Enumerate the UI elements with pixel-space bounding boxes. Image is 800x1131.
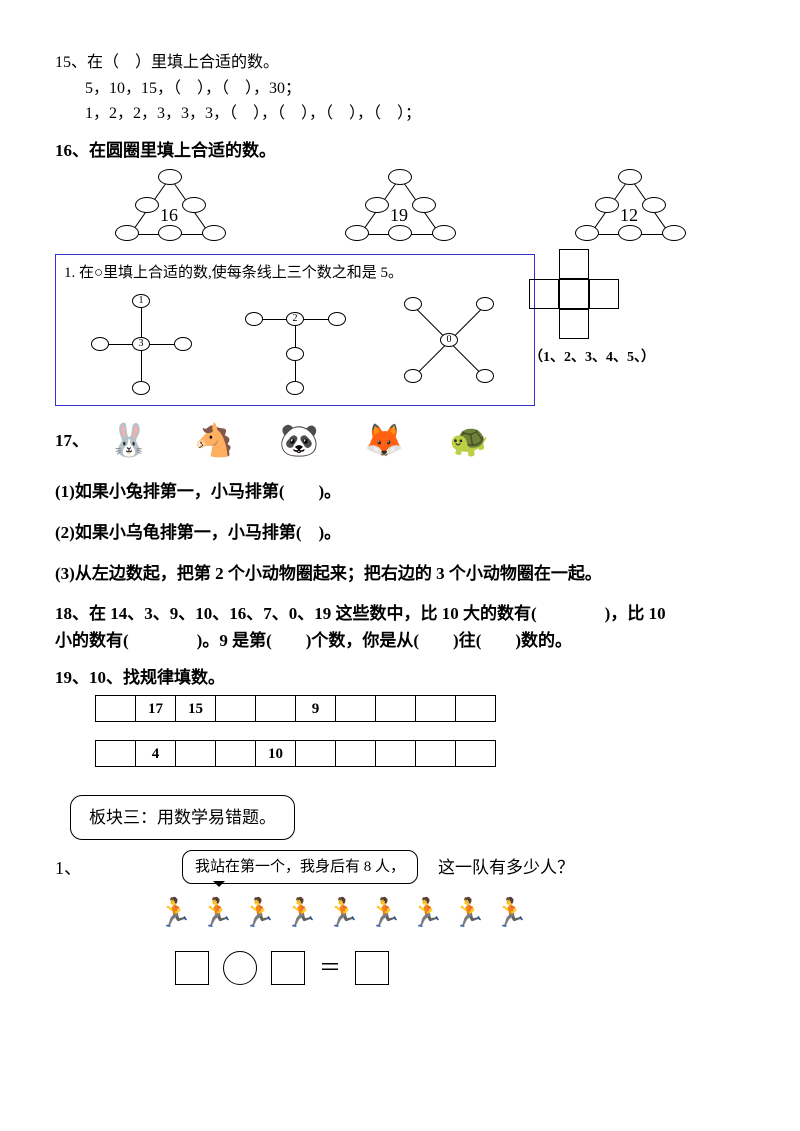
- seq-cell: [96, 741, 136, 767]
- sum-shape-t: 2: [240, 289, 350, 399]
- sum-shape-plus: 1 3: [86, 289, 196, 399]
- seq-cell: [216, 696, 256, 722]
- sum-shape-x: 0: [394, 289, 504, 399]
- q15-seq2: 1，2，2，3，3，3，（ ），（ ），（ ），（ ）；: [55, 101, 745, 127]
- triangles-row: 16 19 12: [55, 169, 745, 249]
- question-17: 17、 🐰 🐴 🐼 🦊 🐢 (1)如果小兔排第一，小马排第( )。 (2)如果小…: [55, 416, 745, 588]
- eq-box-1: [175, 951, 209, 985]
- triangle-center: 12: [620, 201, 638, 230]
- person-icon: 🏃: [239, 890, 279, 938]
- triangle-center: 19: [390, 201, 408, 230]
- q18-line2: 小的数有( )。9 是第( )个数，你是从( )往( )数的。: [55, 627, 745, 654]
- sum-instruction: 1. 在○里填上合适的数,使每条线上三个数之和是 5。: [64, 261, 526, 285]
- seq-cell: [456, 696, 496, 722]
- s3-q1-question: 这一队有多少人？: [438, 854, 574, 881]
- q17-label: 17、: [55, 427, 89, 454]
- triangle-center: 16: [160, 201, 178, 230]
- seq-cell: 9: [296, 696, 336, 722]
- animals-row: 🐰 🐴 🐼 🦊 🐢: [99, 416, 499, 466]
- person-icon: 🏃: [365, 890, 405, 938]
- people-row: 🏃🏃🏃🏃🏃🏃🏃🏃🏃: [155, 890, 745, 938]
- question-16: 16、在圆圈里填上合适的数。 16 19: [55, 137, 745, 406]
- eq-box-2: [271, 951, 305, 985]
- seq-cell: [336, 741, 376, 767]
- seq-cell: 4: [136, 741, 176, 767]
- person-icon: 🏃: [449, 890, 489, 938]
- q17-sub2: (2)如果小乌龟排第一，小马排第( )。: [55, 519, 745, 546]
- seq-cell: 17: [136, 696, 176, 722]
- section3-q1: 1、 我站在第一个，我身后有 8 人， 这一队有多少人？ 🏃🏃🏃🏃🏃🏃🏃🏃🏃 ＝: [55, 850, 745, 985]
- seq-cell: [296, 741, 336, 767]
- cross-label: （1、2、3、4、5、）: [529, 347, 655, 369]
- person-icon: 🏃: [155, 890, 195, 938]
- question-15: 15、在（ ）里填上合适的数。 5，10，15，（ ），（ ），30； 1，2，…: [55, 50, 745, 127]
- q16-title: 16、在圆圈里填上合适的数。: [55, 137, 745, 164]
- cross-shape: （1、2、3、4、5、）: [529, 249, 655, 369]
- triangle-puzzle: 19: [320, 169, 480, 249]
- speech-bubble: 我站在第一个，我身后有 8 人，: [182, 850, 418, 884]
- seq-cell: [376, 696, 416, 722]
- seq-cell: [96, 696, 136, 722]
- sum-puzzle-box: 1. 在○里填上合适的数,使每条线上三个数之和是 5。 1 3: [55, 254, 535, 406]
- triangle-puzzle: 16: [90, 169, 250, 249]
- person-icon: 🏃: [491, 890, 531, 938]
- triangle-puzzle: 12: [550, 169, 710, 249]
- seq-cell: [176, 741, 216, 767]
- seq-cell: 10: [256, 741, 296, 767]
- seq-cell: [456, 741, 496, 767]
- q15-seq1: 5，10，15，（ ），（ ），30；: [55, 76, 745, 102]
- seq-cell: [336, 696, 376, 722]
- q17-sub1: (1)如果小兔排第一，小马排第( )。: [55, 478, 745, 505]
- person-icon: 🏃: [407, 890, 447, 938]
- section-header: 板块三：用数学易错题。: [70, 795, 295, 840]
- question-18: 18、在 14、3、9、10、16、7、0、19 这些数中，比 10 大的数有(…: [55, 600, 745, 654]
- q15-title: 15、在（ ）里填上合适的数。: [55, 50, 745, 76]
- seq-cell: [256, 696, 296, 722]
- eq-equals: ＝: [319, 950, 341, 985]
- person-icon: 🏃: [197, 890, 237, 938]
- seq-cell: [216, 741, 256, 767]
- animal-turtle: 🐢: [439, 416, 499, 466]
- person-icon: 🏃: [323, 890, 363, 938]
- animal-rabbit: 🐰: [99, 416, 159, 466]
- s3-q1-label: 1、: [55, 854, 82, 883]
- animal-horse: 🐴: [184, 416, 244, 466]
- eq-box-3: [355, 951, 389, 985]
- seq-cell: [416, 696, 456, 722]
- seq-table-1: 1715 9: [95, 695, 496, 722]
- eq-operator: [223, 951, 257, 985]
- equation-row: ＝: [175, 950, 745, 985]
- seq-cell: [376, 741, 416, 767]
- animal-panda: 🐼: [269, 416, 329, 466]
- person-icon: 🏃: [281, 890, 321, 938]
- q17-sub3: (3)从左边数起，把第 2 个小动物圈起来；把右边的 3 个小动物圈在一起。: [55, 560, 745, 587]
- seq-table-2: 4 10: [95, 740, 496, 767]
- seq-cell: [416, 741, 456, 767]
- seq-cell: 15: [176, 696, 216, 722]
- animal-fox: 🦊: [354, 416, 414, 466]
- question-19: 19、10、找规律填数。 1715 9 4 10: [55, 664, 745, 767]
- q19-title: 19、10、找规律填数。: [55, 664, 745, 691]
- q18-line1: 18、在 14、3、9、10、16、7、0、19 这些数中，比 10 大的数有(…: [55, 600, 745, 627]
